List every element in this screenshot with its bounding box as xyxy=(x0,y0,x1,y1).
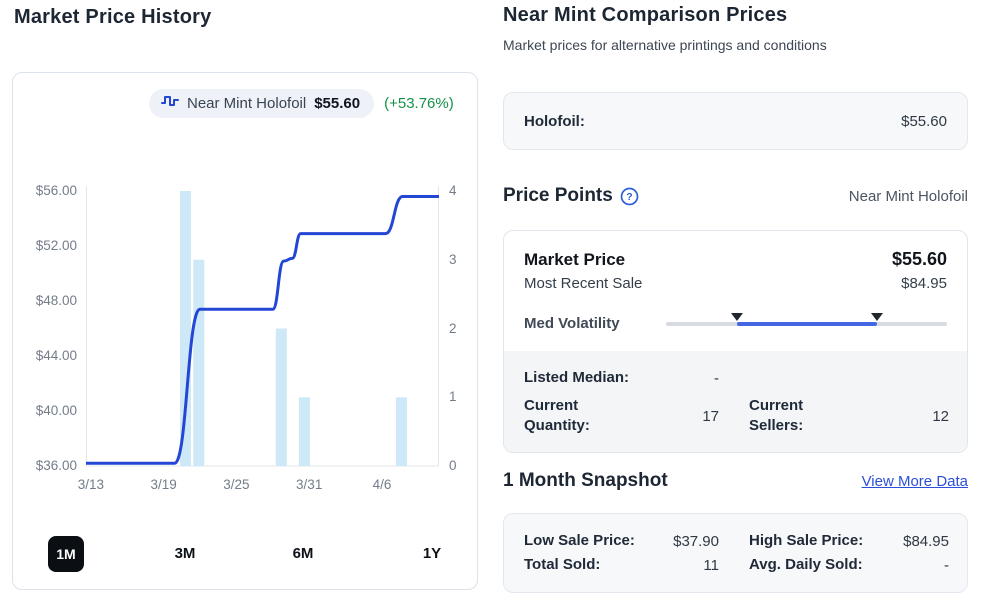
range-button-1m[interactable]: 1M xyxy=(48,536,84,572)
price-tick: $56.00 xyxy=(35,183,77,198)
price-points-stats: Listed Median: - Current Quantity: 17 Cu… xyxy=(504,351,967,452)
current-quantity-row: Current Quantity: 17 xyxy=(524,396,719,436)
comparison-subtitle: Market prices for alternative printings … xyxy=(503,37,827,53)
stats-column-left: Listed Median: - Current Quantity: 17 xyxy=(524,368,719,452)
avg-daily-sold-row: Avg. Daily Sold: - xyxy=(749,554,949,576)
holofoil-label: Holofoil: xyxy=(524,112,585,130)
help-icon[interactable]: ? xyxy=(620,187,639,206)
most-recent-sale-label: Most Recent Sale xyxy=(524,275,643,292)
view-more-data-link[interactable]: View More Data xyxy=(861,472,968,490)
comparison-panel: Near Mint Comparison Prices Market price… xyxy=(503,0,968,608)
volatility-slider-fill xyxy=(737,321,878,326)
date-tick: 3/31 xyxy=(296,477,323,492)
count-tick: 0 xyxy=(449,458,457,473)
price-tick: $40.00 xyxy=(35,403,77,418)
time-range-selector: 1M 3M 6M 1Y xyxy=(13,536,479,574)
low-sale-price-row: Low Sale Price: $37.90 xyxy=(524,530,719,552)
snapshot-header: 1 Month Snapshot View More Data xyxy=(503,470,968,492)
high-sale-price-label: High Sale Price: xyxy=(749,532,864,549)
price-points-heading: Price Points xyxy=(503,185,613,206)
current-sellers-row: Current Sellers: 12 xyxy=(749,396,949,436)
market-price-history-title: Market Price History xyxy=(14,6,212,28)
current-quantity-label: Current Quantity: xyxy=(524,397,590,434)
chart-plot[interactable] xyxy=(84,184,441,467)
legend-pill[interactable]: Near Mint Holofoil $55.60 xyxy=(149,89,375,118)
volatility-label: Med Volatility xyxy=(524,315,620,332)
svg-text:?: ? xyxy=(626,191,632,203)
low-sale-price-value: $37.90 xyxy=(673,532,719,550)
current-sellers-value: 12 xyxy=(932,407,949,425)
step-line-path xyxy=(161,96,179,106)
listed-median-row: Listed Median: - xyxy=(524,368,719,388)
low-sale-price-label: Low Sale Price: xyxy=(524,532,635,549)
price-axis-labels: $56.00 $52.00 $48.00 $44.00 $40.00 $36.00 xyxy=(13,183,77,473)
avg-daily-sold-label: Avg. Daily Sold: xyxy=(749,556,863,573)
legend-price: $55.60 xyxy=(314,95,361,112)
count-tick: 2 xyxy=(449,320,457,336)
legend-change-percent: (+53.76%) xyxy=(384,95,454,112)
price-points-header: Price Points ? Near Mint Holofoil xyxy=(503,185,968,207)
total-sold-label: Total Sold: xyxy=(524,556,601,573)
volatility-marker-high[interactable] xyxy=(871,312,884,321)
range-button-6m[interactable]: 6M xyxy=(292,545,314,562)
current-quantity-value: 17 xyxy=(702,407,719,425)
market-price-value: $55.60 xyxy=(891,249,947,269)
step-line-icon xyxy=(161,94,179,113)
high-sale-price-row: High Sale Price: $84.95 xyxy=(749,530,949,552)
market-price-chart-card: Near Mint Holofoil $55.60 (+53.76%) $56.… xyxy=(12,72,478,590)
snapshot-card: Low Sale Price: $37.90 Total Sold: 11 Hi… xyxy=(503,513,968,593)
range-button-1y[interactable]: 1Y xyxy=(422,545,442,562)
high-sale-price-value: $84.95 xyxy=(903,532,949,550)
listed-median-value: - xyxy=(714,369,719,387)
chart-legend: Near Mint Holofoil $55.60 (+53.76%) xyxy=(149,89,454,118)
legend-series-label: Near Mint Holofoil xyxy=(187,95,307,112)
avg-daily-sold-value: - xyxy=(944,556,949,574)
price-points-card: Market Price $55.60 Most Recent Sale $84… xyxy=(503,230,968,453)
price-tick: $52.00 xyxy=(35,238,77,253)
date-tick: 3/19 xyxy=(150,477,177,492)
count-tick: 4 xyxy=(449,183,457,198)
price-tick: $48.00 xyxy=(35,293,77,308)
listed-median-label: Listed Median: xyxy=(524,369,630,386)
snapshot-heading: 1 Month Snapshot xyxy=(503,470,668,491)
count-tick: 3 xyxy=(449,251,457,267)
market-price-label: Market Price xyxy=(524,249,626,269)
condition-label: Near Mint Holofoil xyxy=(848,187,968,205)
volatility-slider[interactable] xyxy=(666,312,947,326)
snapshot-column-right: High Sale Price: $84.95 Avg. Daily Sold:… xyxy=(749,530,949,592)
total-sold-row: Total Sold: 11 xyxy=(524,554,719,576)
most-recent-sale-value: $84.95 xyxy=(901,275,947,292)
date-axis-labels: 3/13 3/19 3/25 3/31 4/6 xyxy=(78,477,439,497)
range-button-3m[interactable]: 3M xyxy=(174,545,196,562)
date-tick: 3/25 xyxy=(223,477,250,492)
total-sold-value: 11 xyxy=(703,556,719,574)
volatility-marker-low[interactable] xyxy=(731,312,744,321)
date-tick: 3/13 xyxy=(77,477,104,492)
stats-column-right: Current Sellers: 12 xyxy=(749,368,949,452)
current-sellers-label: Current Sellers: xyxy=(749,397,804,434)
snapshot-column-left: Low Sale Price: $37.90 Total Sold: 11 xyxy=(524,530,719,592)
date-tick: 4/6 xyxy=(372,477,392,492)
count-tick: 1 xyxy=(449,389,457,405)
holofoil-comparison-row[interactable]: Holofoil: $55.60 xyxy=(503,92,968,150)
comparison-title: Near Mint Comparison Prices xyxy=(503,4,788,26)
count-axis-labels: 4 3 2 1 0 xyxy=(449,183,475,473)
price-tick: $44.00 xyxy=(35,348,77,363)
holofoil-price: $55.60 xyxy=(901,112,947,130)
price-tick: $36.00 xyxy=(35,458,77,473)
